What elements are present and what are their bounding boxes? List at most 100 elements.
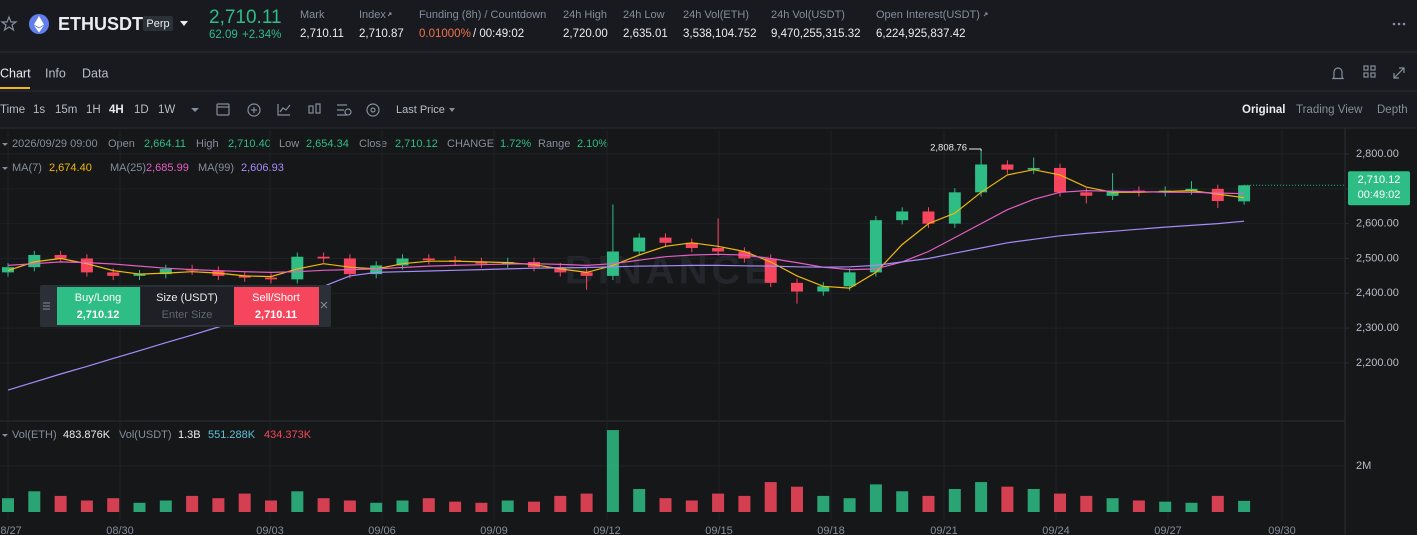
- y-tick-label: 2,500.00: [1356, 252, 1399, 264]
- view-tab[interactable]: Original: [1242, 104, 1285, 116]
- tab-icons[interactable]: [1331, 65, 1405, 80]
- volume-bar: [817, 495, 830, 512]
- volume-bar: [606, 430, 619, 512]
- interval[interactable]: 1W: [158, 104, 175, 116]
- candle-body: [1001, 164, 1014, 170]
- candle-body: [659, 237, 672, 243]
- volume-bar: [1027, 488, 1040, 512]
- tab[interactable]: Chart: [0, 66, 31, 80]
- change: 62.09: [209, 29, 238, 41]
- volume-bar: [580, 493, 593, 512]
- sell-label[interactable]: Sell/Short: [252, 292, 300, 304]
- interval[interactable]: Time: [0, 104, 25, 116]
- volume-bar: [28, 491, 41, 512]
- x-tick-label: 09/09: [480, 525, 508, 535]
- stat-label: Open Interest(USDT): [876, 9, 980, 21]
- volume-bar: [922, 495, 935, 512]
- ohlc-value: 2.10%: [577, 138, 608, 150]
- link-icon: [983, 12, 988, 17]
- ohlc-value: 2,664.11: [144, 138, 186, 150]
- interval[interactable]: 1H: [86, 104, 101, 116]
- ma-value: 2,606.93: [241, 162, 284, 174]
- ohlc-value: 2,710.40: [228, 138, 271, 150]
- price-tag-label: 2,710.12: [1358, 174, 1401, 186]
- candle-body: [580, 272, 593, 276]
- candle-body: [291, 256, 304, 280]
- view-tab[interactable]: Trading View: [1296, 104, 1363, 116]
- bar-date: 2026/09/29 09:00: [12, 138, 98, 150]
- x-tick-label: 09/03: [256, 525, 284, 535]
- toolbar-icons[interactable]: [191, 103, 455, 117]
- tab-underline: [0, 87, 30, 89]
- collapse-caret[interactable]: [2, 143, 8, 146]
- price-type[interactable]: Last Price: [396, 104, 445, 116]
- favorite-icon[interactable]: [0, 15, 18, 32]
- volume-bar: [948, 488, 961, 512]
- x-tick-label: 09/12: [593, 525, 621, 535]
- buy-price[interactable]: 2,710.12: [77, 309, 120, 321]
- more-icon[interactable]: [1392, 22, 1406, 26]
- volume-bar: [869, 484, 882, 512]
- buy-button[interactable]: [57, 287, 140, 325]
- sell-price[interactable]: 2,710.11: [255, 309, 297, 321]
- volume-bar: [1080, 495, 1093, 512]
- volume-bar: [501, 500, 514, 512]
- volume-bar: [764, 482, 777, 512]
- candle-body: [2, 267, 14, 273]
- x-tick-label: 09/18: [817, 525, 845, 535]
- interval[interactable]: 1D: [134, 104, 149, 116]
- x-tick-label: 08/30: [106, 525, 134, 535]
- buy-label[interactable]: Buy/Long: [75, 292, 121, 304]
- volume-bar: [107, 498, 120, 512]
- size-input[interactable]: [141, 287, 234, 325]
- volume-bar: [317, 498, 330, 512]
- candle-body: [554, 267, 567, 273]
- stat-label: Funding (8h) / Countdown: [419, 9, 546, 21]
- collapse-caret[interactable]: [2, 167, 8, 170]
- caret[interactable]: [180, 21, 188, 26]
- candle-body: [948, 192, 961, 224]
- volume-bar: [1185, 502, 1198, 512]
- candle-body: [422, 258, 435, 261]
- volume-bar: [370, 502, 383, 512]
- max-pointer: [969, 148, 982, 151]
- candle-body: [238, 275, 251, 278]
- badge-bg: [143, 16, 173, 31]
- candle-body: [1106, 190, 1119, 196]
- ohlc-label: CHANGE: [447, 138, 494, 150]
- tab[interactable]: Info: [45, 66, 66, 80]
- volume-bar: [791, 486, 803, 512]
- volume-bar: [896, 491, 909, 512]
- volume-bar: [554, 495, 567, 512]
- x-tick-label: 09/30: [1268, 525, 1296, 535]
- collapse-caret[interactable]: [2, 434, 8, 437]
- interval[interactable]: 4H: [109, 104, 124, 116]
- stat-value: 2,635.01: [623, 28, 668, 40]
- volume-bar: [1106, 498, 1119, 512]
- x-tick-label: 09/27: [1154, 525, 1182, 535]
- size-placeholder[interactable]: Enter Size: [162, 309, 213, 321]
- volume-bar: [133, 502, 146, 512]
- tab[interactable]: Data: [82, 66, 108, 80]
- volume-bar: [54, 495, 67, 512]
- candle-body: [975, 164, 988, 193]
- volume-bar: [1238, 500, 1251, 512]
- view-tab[interactable]: Depth: [1377, 104, 1408, 116]
- price-tag: [1348, 171, 1410, 206]
- candle-body: [107, 272, 120, 276]
- sell-button[interactable]: [234, 287, 319, 325]
- interval[interactable]: 1s: [33, 104, 45, 116]
- drag-handle[interactable]: [43, 302, 50, 310]
- vol-ma: 551.288K: [208, 429, 256, 441]
- ohlc-label: Low: [279, 138, 299, 150]
- interval[interactable]: 15m: [55, 104, 77, 116]
- y-tick-label: 2,400.00: [1356, 287, 1399, 299]
- volume-bar: [212, 498, 225, 512]
- candle-body: [1211, 188, 1224, 202]
- stat-value: 2,720.00: [563, 28, 608, 40]
- close-panel[interactable]: [320, 301, 328, 309]
- volume-bar: [528, 501, 540, 512]
- candle-body: [265, 277, 277, 280]
- ohlc-value: 1.72%: [500, 138, 531, 150]
